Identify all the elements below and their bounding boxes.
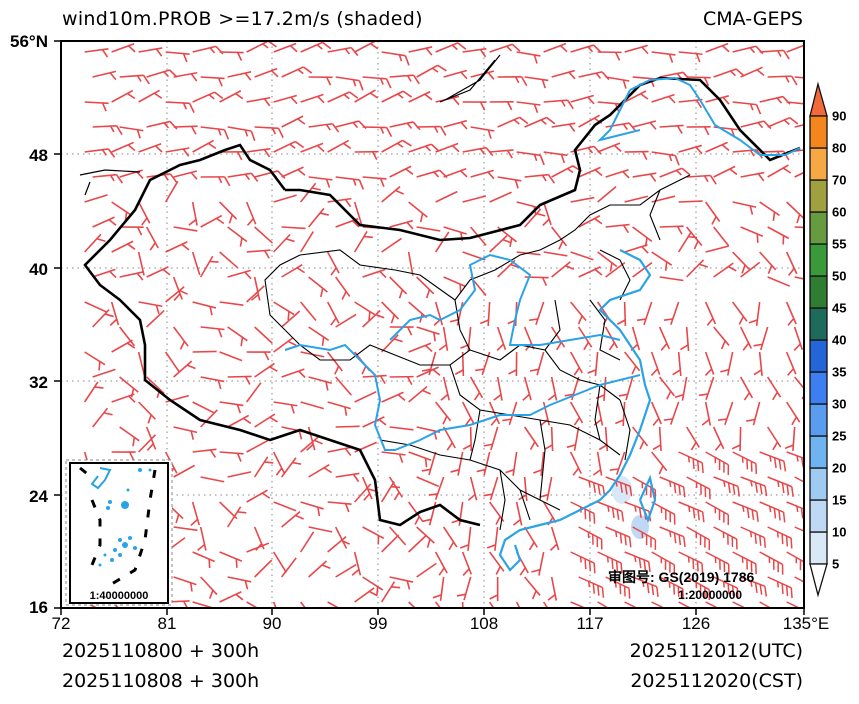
colorbar-label: 5 xyxy=(832,556,840,572)
y-tick-56: 56°N xyxy=(10,32,48,51)
colorbar-label: 60 xyxy=(832,204,847,220)
x-tick-117: 117 xyxy=(576,614,604,633)
china-border xyxy=(83,76,801,527)
colorbar-label: 40 xyxy=(832,332,847,348)
valid-time-utc: 2025112012(UTC) xyxy=(629,640,803,662)
colorbar-label: 45 xyxy=(832,300,847,316)
colorbar-label: 70 xyxy=(832,172,847,188)
x-tick-72: 72 xyxy=(51,614,71,633)
colorbar-box xyxy=(809,403,828,437)
chart-title: wind10m.PROB >=17.2m/s (shaded) xyxy=(62,8,423,30)
colorbar-box xyxy=(809,179,828,213)
colorbar-box xyxy=(809,211,828,245)
colorbar-label: 80 xyxy=(832,140,847,156)
y-tick-48: 48 xyxy=(29,146,48,165)
wind-barbs xyxy=(76,41,804,608)
colorbar-box xyxy=(809,243,828,277)
colorbar-label: 90 xyxy=(832,108,847,124)
south-china-sea-inset: 1:40000000 xyxy=(65,459,173,606)
colorbar-box xyxy=(809,339,828,373)
map-frame xyxy=(60,40,805,609)
colorbar-box xyxy=(809,499,828,533)
model-source-label: CMA-GEPS xyxy=(702,8,803,30)
y-tick-40: 40 xyxy=(29,260,48,279)
init-time-cst: 2025110808 + 300h xyxy=(62,670,260,692)
colorbar-label: 50 xyxy=(832,268,847,284)
axis-ticks xyxy=(54,40,805,615)
colorbar-label: 15 xyxy=(832,492,847,508)
colorbar-over-triangle xyxy=(809,81,828,117)
colorbar-box xyxy=(809,371,828,405)
y-tick-16: 16 xyxy=(29,598,48,617)
init-time-utc: 2025110800 + 300h xyxy=(62,640,260,662)
x-tick-135: 135°E xyxy=(782,614,830,633)
colorbar-label: 55 xyxy=(832,236,847,252)
y-tick-32: 32 xyxy=(29,373,48,392)
inset-scale-label: 1:40000000 xyxy=(90,590,149,602)
colorbar-box xyxy=(809,147,828,181)
colorbar-under-triangle xyxy=(809,563,828,598)
x-tick-81: 81 xyxy=(157,614,177,633)
colorbar-label: 30 xyxy=(832,396,847,412)
x-tick-108: 108 xyxy=(469,614,499,633)
colorbar-box xyxy=(809,467,828,501)
colorbar-box xyxy=(809,307,828,341)
colorbar-label: 35 xyxy=(832,364,847,380)
graticule xyxy=(61,41,804,608)
colorbar-box xyxy=(809,435,828,469)
valid-time-cst: 2025112020(CST) xyxy=(630,670,803,692)
x-tick-90: 90 xyxy=(262,614,282,633)
coastline xyxy=(498,249,657,572)
x-tick-126: 126 xyxy=(681,614,711,633)
map-review-number: 审图号: GS(2019) 1786 xyxy=(608,569,754,585)
rivers xyxy=(284,76,801,451)
colorbar-label: 25 xyxy=(832,428,847,444)
map-scale-label: 1:20000000 xyxy=(678,588,742,602)
colorbar-label: 10 xyxy=(832,524,847,540)
colorbar-box xyxy=(809,115,828,149)
colorbar-label: 20 xyxy=(832,460,847,476)
colorbar-box xyxy=(809,531,828,565)
colorbar xyxy=(809,81,828,598)
y-tick-24: 24 xyxy=(29,487,48,506)
x-tick-99: 99 xyxy=(368,614,388,633)
colorbar-box xyxy=(809,275,828,309)
